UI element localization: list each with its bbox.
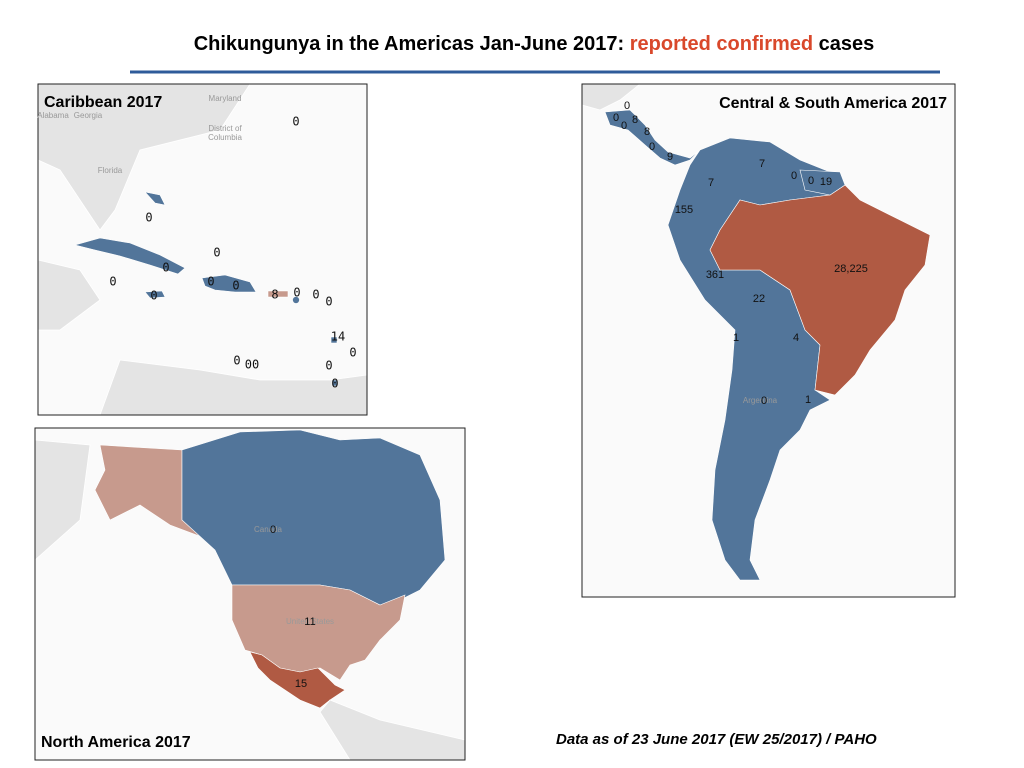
slide-title: Chikungunya in the Americas Jan-June 201… — [194, 33, 875, 55]
footnote: Data as of 23 June 2017 (EW 25/2017) / P… — [556, 731, 877, 748]
title-highlight: reported confirmed — [630, 33, 813, 55]
north-america-map — [35, 428, 465, 760]
case-count: 0 — [145, 211, 152, 225]
case-count: 0 — [312, 288, 319, 302]
case-count: 0 — [649, 141, 655, 153]
case-count: 0 — [325, 295, 332, 309]
case-count: 0 — [213, 246, 220, 260]
case-count: 8 — [632, 114, 638, 126]
case-count: 14 — [331, 330, 345, 344]
case-count: 11 — [304, 616, 315, 628]
case-count: 0 — [293, 286, 300, 300]
case-count: 0 — [761, 395, 767, 407]
case-count: 7 — [708, 177, 714, 189]
place-name: Maryland — [209, 94, 242, 103]
case-count: 15 — [295, 678, 307, 690]
case-count: 0 — [624, 100, 630, 112]
panel-title: Caribbean 2017 — [44, 94, 162, 111]
case-count: 0 — [270, 524, 276, 536]
case-count: 0 — [207, 275, 214, 289]
case-count: 0 — [150, 289, 157, 303]
panel-title: North America 2017 — [41, 734, 191, 751]
place-name: Canada — [254, 525, 283, 534]
place-name: Argentina — [743, 396, 778, 405]
panel-frame — [37, 83, 368, 416]
case-count: 361 — [706, 269, 724, 281]
south-america-map — [582, 84, 955, 597]
case-count: 28,225 — [834, 263, 868, 275]
case-count: 0 — [621, 120, 627, 132]
place-name: United States — [286, 617, 334, 626]
place-name: Alabama — [37, 111, 69, 120]
place-name: District of — [208, 124, 242, 133]
case-count: 0 — [162, 261, 169, 275]
case-count: 1 — [733, 332, 739, 344]
case-count: 19 — [820, 176, 832, 188]
case-count: 7 — [759, 158, 765, 170]
case-count: 8 — [271, 288, 278, 302]
panel-frame — [34, 427, 466, 761]
title-suffix: cases — [819, 33, 875, 55]
place-name: Florida — [98, 166, 123, 175]
case-count: 1 — [805, 394, 811, 406]
case-count: 0 — [331, 377, 338, 391]
place-name: Columbia — [208, 133, 242, 142]
case-count: 155 — [675, 204, 693, 216]
case-count: 0 — [349, 346, 356, 360]
case-count: 8 — [644, 126, 650, 138]
case-count: 0 — [808, 175, 814, 187]
case-count: 0 — [791, 170, 797, 182]
panel-frame — [581, 83, 956, 598]
case-count: 0 — [109, 275, 116, 289]
caribbean-map — [38, 84, 367, 415]
case-count: 0 — [292, 115, 299, 129]
panel-title: Central & South America 2017 — [719, 95, 947, 112]
case-count: 22 — [753, 293, 765, 305]
case-count: 0 — [232, 279, 239, 293]
case-count: 0 — [613, 112, 619, 124]
case-count: 0 — [325, 359, 332, 373]
title-prefix: Chikungunya in the Americas Jan-June 201… — [194, 33, 630, 55]
case-count: 0 — [233, 354, 240, 368]
case-count: 4 — [793, 332, 799, 344]
case-count: 9 — [667, 151, 673, 163]
place-name: Georgia — [74, 111, 103, 120]
case-count: 00 — [245, 358, 259, 372]
